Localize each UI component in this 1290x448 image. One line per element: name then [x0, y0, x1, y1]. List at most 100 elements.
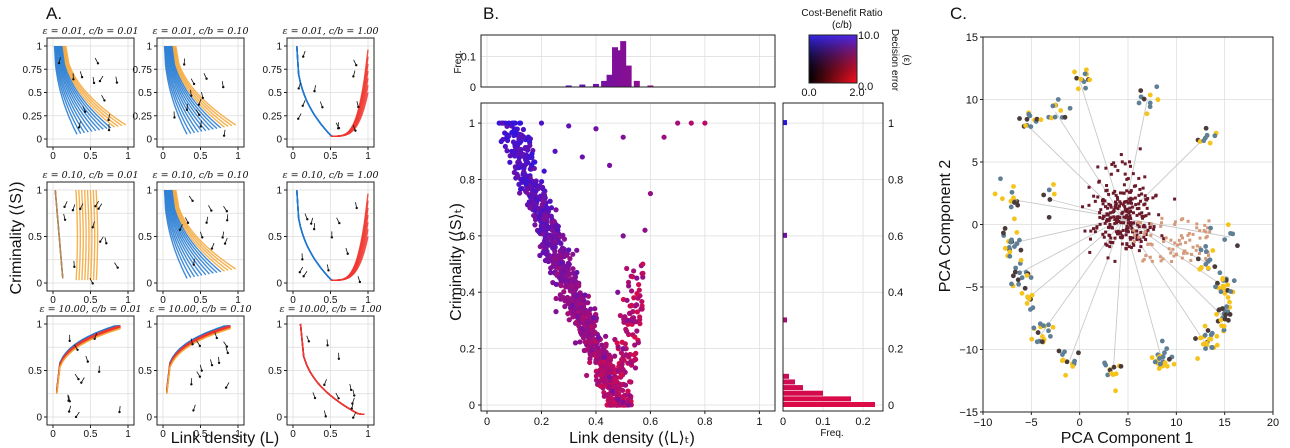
scatter-point: [532, 159, 538, 165]
tick-label-x: −10: [974, 417, 993, 429]
central-point: [1143, 175, 1147, 179]
trajectory: [169, 189, 214, 274]
top-hist-bar: [625, 65, 632, 87]
central-point: [1102, 235, 1106, 239]
right-hist-ytick: 0.8: [888, 174, 903, 186]
cluster-point: [1001, 230, 1006, 236]
central-point: [1124, 227, 1128, 231]
cluster-point: [1015, 202, 1021, 208]
trajectory: [164, 45, 192, 134]
cluster-point: [1230, 231, 1236, 237]
scatter-point: [560, 269, 566, 275]
subplot-title: ε = 10.00, c/b = 0.01: [39, 304, 141, 315]
scatter-point: [622, 369, 628, 375]
scatter-point: [553, 281, 559, 287]
scatter-point: [622, 341, 628, 347]
central-point: [1129, 217, 1133, 221]
scatter-point: [599, 342, 605, 348]
central-point: [1111, 210, 1115, 214]
central-point: [1121, 210, 1125, 214]
scatter-point: [570, 314, 576, 320]
scatter-point: [618, 350, 625, 356]
scatter-point: [553, 295, 559, 302]
trajectory: [62, 45, 115, 128]
scatter-point: [548, 205, 555, 211]
trajectory: [78, 189, 81, 281]
cluster-point: [1075, 86, 1081, 92]
central-point: [1202, 228, 1206, 232]
cluster-point: [1013, 265, 1019, 271]
central-point: [1109, 236, 1113, 240]
trajectory: [171, 189, 222, 273]
tick-label-x: 0: [160, 151, 166, 162]
central-point: [1208, 230, 1212, 234]
tick-label-y: 0.75: [133, 65, 153, 76]
central-point: [1204, 230, 1208, 234]
cluster-point: [1215, 280, 1220, 286]
central-point: [1119, 153, 1123, 157]
scatter-point: [572, 287, 578, 293]
scatter-point: [626, 283, 632, 289]
scatter-point: [632, 365, 639, 371]
central-point: [1124, 233, 1128, 237]
central-point: [1132, 240, 1136, 244]
central-point: [1169, 251, 1173, 255]
cluster-point: [1067, 105, 1073, 111]
tick-label-x: 0.5: [84, 151, 98, 162]
field-arrow-head: [192, 409, 195, 412]
scatter-point: [640, 261, 646, 267]
top-hist-bar: [579, 84, 586, 87]
tick-label-x: 0.5: [324, 429, 338, 440]
field-arrow-head: [327, 269, 330, 272]
central-point: [1104, 230, 1108, 234]
cluster-point: [1136, 100, 1142, 106]
central-point: [1148, 255, 1152, 259]
central-point: [1194, 248, 1198, 252]
central-point: [1164, 236, 1168, 240]
trajectory: [175, 189, 237, 270]
right-hist-frame: [782, 102, 884, 412]
central-point: [1113, 189, 1117, 193]
scatter-point: [628, 303, 634, 309]
scatter-point: [637, 321, 643, 327]
cluster-point: [1047, 197, 1053, 202]
scatter-point: [612, 377, 618, 383]
central-point: [1160, 221, 1164, 225]
central-point: [1139, 221, 1143, 225]
tick-label-x: 20: [1267, 417, 1279, 429]
scatter-point: [555, 227, 561, 233]
scatter-point: [622, 382, 629, 388]
field-arrow-head: [351, 416, 355, 419]
right-hist-bar: [783, 373, 789, 379]
scatter-point: [567, 256, 573, 262]
field-arrow-head: [185, 108, 189, 112]
scatter-point: [624, 328, 630, 334]
top-hist-bar: [592, 83, 599, 87]
panel-a-xlabel: Link density (L): [171, 430, 280, 447]
central-point: [1141, 216, 1145, 220]
trajectory: [173, 45, 229, 128]
tick-label-x: 10: [1170, 417, 1182, 429]
central-point: [1195, 222, 1199, 226]
scatter-point: [561, 246, 567, 252]
central-point: [1104, 166, 1108, 170]
scatter-point: [615, 396, 621, 402]
field-arrow-head: [346, 252, 349, 255]
central-point: [1121, 203, 1125, 207]
trajectory: [166, 189, 199, 277]
tick-label-y: 0.5: [268, 232, 282, 243]
tick-label-x: 0: [50, 151, 56, 162]
scatter-point: [579, 326, 585, 332]
scatter-point: [543, 244, 549, 251]
central-point: [1173, 241, 1177, 245]
trajectory: [163, 189, 188, 279]
central-point: [1103, 221, 1107, 225]
central-point: [1122, 183, 1126, 187]
field-arrow-head: [67, 410, 71, 413]
cluster-point: [1156, 366, 1162, 371]
central-point: [1137, 206, 1141, 210]
cluster-point: [1009, 281, 1014, 287]
central-point: [1113, 200, 1117, 204]
field-arrow-head: [198, 375, 202, 378]
central-point: [1118, 216, 1122, 220]
